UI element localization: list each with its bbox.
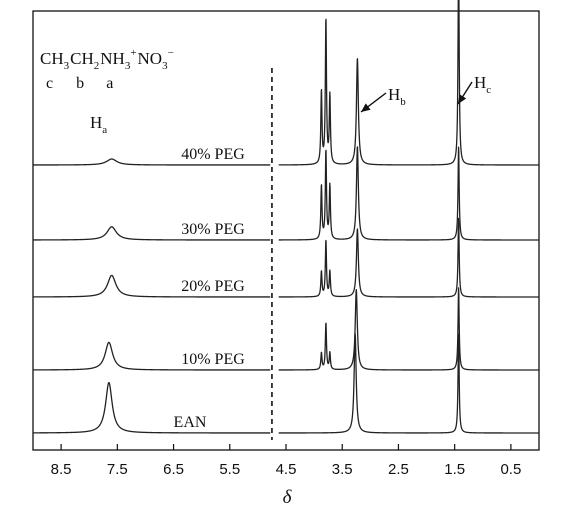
spectra-series bbox=[32, 0, 540, 434]
structural-formula: CH3 c CH2 b NH3+ a NO3− bbox=[40, 47, 174, 92]
x-tick-label: 2.5 bbox=[388, 461, 409, 478]
formula-position-label: a bbox=[106, 75, 113, 92]
spectrum-40-peg bbox=[32, 0, 540, 166]
peak-label-hc: Hc bbox=[474, 73, 491, 96]
series-label: 20% PEG bbox=[181, 278, 245, 295]
series-label: 40% PEG bbox=[181, 146, 245, 163]
spectrum-30-peg bbox=[32, 146, 540, 241]
arrow-head bbox=[458, 94, 467, 104]
spectrum-10-peg bbox=[32, 287, 540, 371]
x-tick-label: 3.5 bbox=[332, 461, 353, 478]
formula-position-label: c bbox=[46, 75, 53, 92]
peak-label-hb: Hb bbox=[388, 85, 406, 108]
x-axis-ticks bbox=[60, 444, 512, 450]
spectrum-ean bbox=[32, 332, 540, 434]
x-tick-label: 8.5 bbox=[51, 461, 72, 478]
x-tick-label: 4.5 bbox=[276, 461, 297, 478]
formula-group: NH3+ bbox=[100, 47, 136, 72]
formula-position-label: b bbox=[76, 75, 84, 92]
peak-label-ha: Ha bbox=[90, 113, 107, 136]
formula-group: CH3 bbox=[40, 49, 70, 72]
formula-group: NO3− bbox=[138, 47, 174, 72]
arrow-head bbox=[361, 103, 371, 112]
spectrum-20-peg bbox=[32, 217, 540, 298]
x-axis-tick-labels: 8.5 7.5 6.5 5.5 4.5 3.5 2.5 1.5 0.5 bbox=[51, 461, 522, 478]
series-label: 30% PEG bbox=[181, 221, 245, 238]
x-tick-label: 6.5 bbox=[163, 461, 184, 478]
x-axis-label: δ bbox=[283, 487, 293, 508]
formula-group: CH2 bbox=[70, 49, 99, 72]
series-label: 10% PEG bbox=[181, 351, 245, 368]
x-tick-label: 7.5 bbox=[107, 461, 128, 478]
x-tick-label: 5.5 bbox=[219, 461, 240, 478]
peak-annotations: Ha Hb Hc bbox=[90, 73, 491, 136]
series-labels: EAN 10% PEG 20% PEG 30% PEG 40% PEG bbox=[174, 146, 246, 431]
series-label: EAN bbox=[174, 414, 207, 431]
x-tick-label: 1.5 bbox=[444, 461, 465, 478]
x-tick-label: 0.5 bbox=[500, 461, 521, 478]
